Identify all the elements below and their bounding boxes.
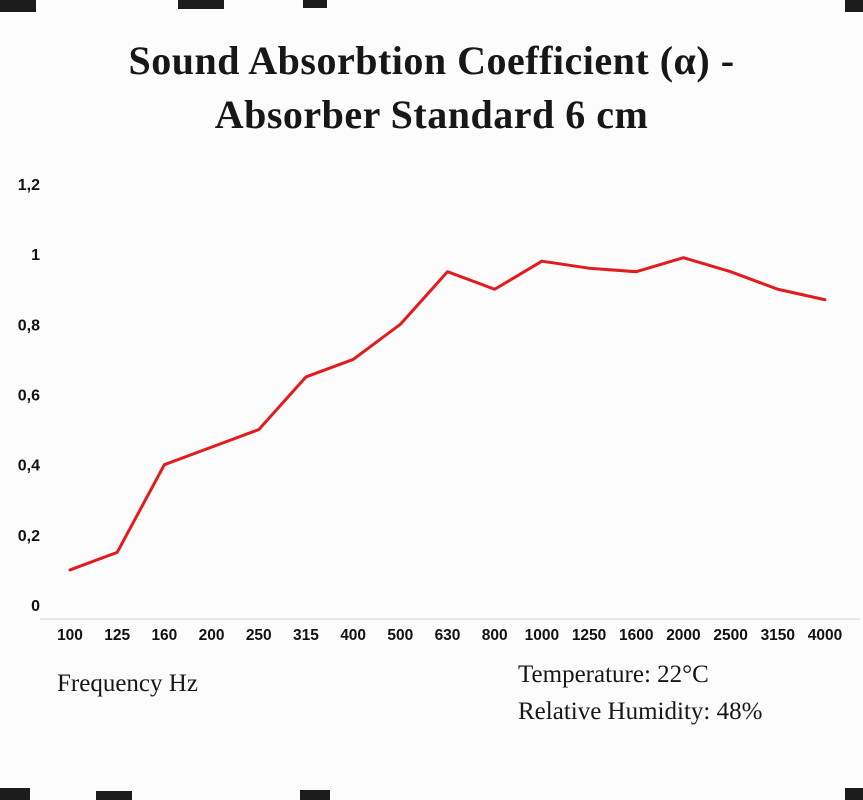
x-tick-label: 500 [387,627,413,644]
y-tick-label: 1 [31,247,40,264]
edge-artifact [0,788,30,800]
edge-artifact [845,788,863,800]
x-tick-label: 315 [293,627,319,644]
x-tick-label: 3150 [761,627,795,644]
humidity-annotation: Relative Humidity: 48% [518,698,763,725]
chart-title-line2: Absorber Standard 6 cm [214,92,649,137]
x-tick-label: 250 [246,627,272,644]
y-tick-label: 0,8 [18,317,40,334]
temperature-annotation: Temperature: 22°C [518,661,709,688]
edge-artifact [303,0,327,8]
y-tick-label: 0,4 [18,458,40,475]
x-tick-label: 630 [435,627,461,644]
x-tick-label: 2000 [666,627,700,644]
x-tick-label: 125 [104,627,130,644]
y-tick-label: 0,2 [18,528,40,545]
x-axis-title: Frequency Hz [57,670,198,697]
chart-title: Sound Absorbtion Coefficient (α) - Absor… [0,34,863,142]
x-tick-label: 400 [340,627,366,644]
x-tick-label: 2500 [713,627,747,644]
x-tick-label: 800 [482,627,508,644]
y-tick-label: 0,6 [18,388,40,405]
x-tick-label: 200 [199,627,225,644]
edge-artifact [178,0,224,9]
x-tick-label: 1250 [572,627,606,644]
edge-artifact [96,791,132,800]
x-tick-label: 160 [151,627,177,644]
edge-artifact [845,0,863,12]
x-tick-label: 1600 [619,627,653,644]
y-tick-label: 0 [31,598,40,615]
chart-title-line1: Sound Absorbtion Coefficient (α) - [128,38,735,83]
edge-artifact [300,790,330,800]
x-tick-label: 1000 [525,627,559,644]
absorption-series-line [68,256,827,572]
x-tick-label: 4000 [808,627,842,644]
x-tick-label: 100 [57,627,83,644]
y-tick-label: 1,2 [18,177,40,194]
edge-artifact [0,0,36,12]
